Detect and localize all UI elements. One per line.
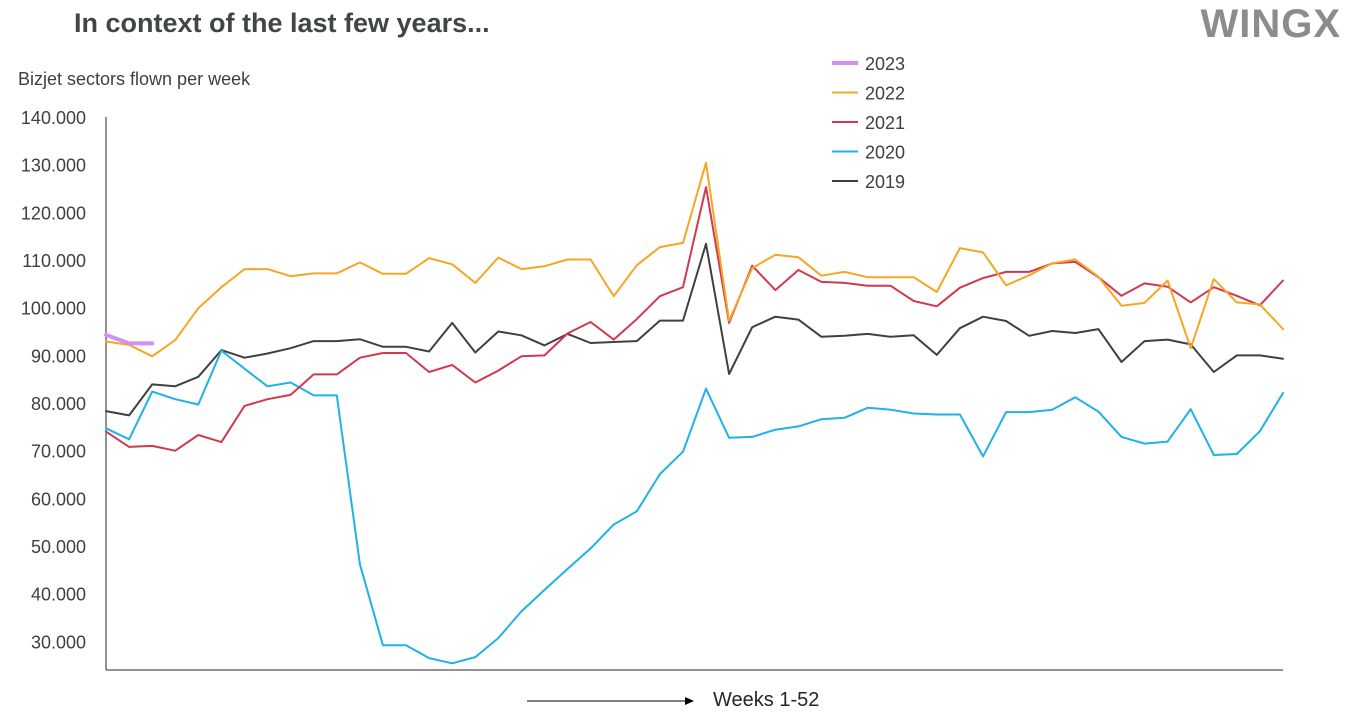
y-tick-label: 40.000 (31, 585, 86, 605)
x-axis-title-group: Weeks 1-52 (527, 689, 819, 711)
y-tick-label: 90.000 (31, 346, 86, 366)
x-axis-title: Weeks 1-52 (713, 689, 819, 711)
y-tick-label: 130.000 (21, 156, 86, 176)
legend-label-2020: 2020 (865, 143, 905, 163)
series-line-2019 (105, 242, 1284, 417)
brand-logo: WINGX (1200, 2, 1341, 46)
y-tick-label: 110.000 (22, 251, 86, 271)
legend-label-2019: 2019 (865, 172, 905, 192)
y-axis: 30.000 40.000 50.000 60.000 70.000 80.000 90.0… (21, 108, 107, 670)
x-axis-title-arrowhead (685, 697, 694, 705)
y-tick-label: 70.000 (31, 442, 86, 462)
y-tick-label: 50.000 (31, 537, 86, 557)
legend-label-2023: 2023 (865, 54, 905, 74)
y-tick-label: 140.000 (21, 108, 86, 128)
chart-subtitle: Bizjet sectors flown per week (18, 69, 251, 89)
y-tick-label: 80.000 (31, 394, 86, 414)
series-layer (104, 161, 1284, 665)
series-line-2021 (105, 186, 1284, 452)
page-title: In context of the last few years... (74, 8, 490, 38)
y-tick-label: 100.000 (21, 299, 86, 319)
legend-label-2021: 2021 (865, 113, 905, 133)
y-tick-label: 60.000 (31, 489, 86, 509)
legend-label-2022: 2022 (865, 84, 905, 104)
y-tick-label: 120.000 (21, 203, 86, 223)
series-line-2023 (104, 332, 155, 346)
series-line-2022 (105, 161, 1284, 358)
series-line-2020 (105, 349, 1284, 665)
legend: 2023 2022 2021 2020 2019 (832, 54, 905, 192)
y-tick-label: 30.000 (31, 632, 86, 652)
